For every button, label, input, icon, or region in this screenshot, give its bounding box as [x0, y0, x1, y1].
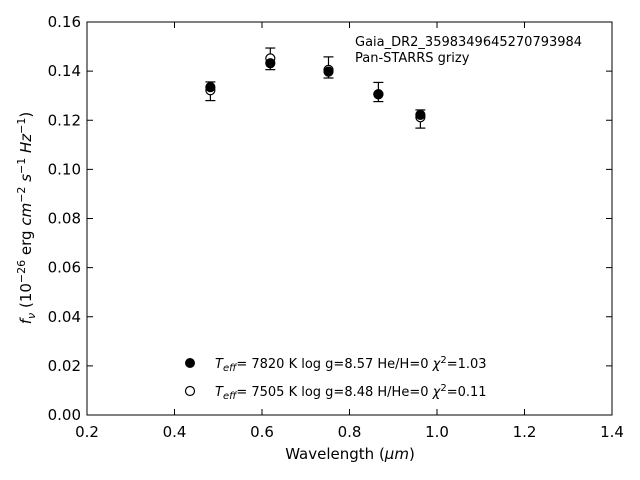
y-tick-label: 0.00 [48, 406, 81, 424]
y-axis-ticks: 0.00 0.02 0.04 0.06 0.08 0.10 0.12 0.14 0.16 [48, 13, 612, 424]
point-filled [205, 81, 216, 93]
x-tick-label: 1.0 [425, 423, 449, 441]
x-tick-label: 1.2 [513, 423, 537, 441]
y-tick-label: 0.14 [48, 62, 81, 80]
x-tick-label: 0.8 [338, 423, 362, 441]
y-axis-label: fν (10−26 erg cm−2 s−1 Hz−1) [15, 112, 38, 324]
y-tick-label: 0.02 [48, 357, 81, 375]
legend-marker-open [184, 385, 196, 397]
x-tick-label: 0.4 [163, 423, 187, 441]
y-tick-label: 0.08 [48, 210, 81, 228]
y-tick-label: 0.04 [48, 308, 81, 326]
annotation-star-id: Gaia_DR2_3598349645270793984 [355, 35, 582, 50]
legend-entry-1: Teff= 7820 K log g=8.57 He/H=0 χ2=1.03 [215, 355, 487, 374]
x-tick-label: 0.2 [75, 423, 99, 441]
legend-marker-filled [185, 358, 195, 368]
data-points [205, 53, 426, 123]
legend: Teff= 7820 K log g=8.57 He/H=0 χ2=1.03 T… [184, 355, 487, 402]
annotation-survey: Pan-STARRS grizy [355, 51, 470, 66]
point-filled [373, 89, 384, 100]
point-filled [415, 109, 426, 120]
x-axis-ticks: 0.2 0.4 0.6 0.8 1.0 1.2 1.4 [75, 22, 624, 441]
y-tick-label: 0.10 [48, 160, 81, 178]
y-tick-label: 0.16 [48, 13, 81, 31]
y-tick-label: 0.12 [48, 111, 81, 129]
point-filled [265, 58, 276, 69]
x-tick-label: 0.6 [250, 423, 274, 441]
legend-entry-2: Teff= 7505 K log g=8.48 H/He=0 χ2=0.11 [215, 383, 487, 402]
y-tick-label: 0.06 [48, 259, 81, 277]
plot-frame [86, 21, 613, 416]
point-filled [323, 66, 334, 77]
x-axis-label: Wavelength (μm) [285, 445, 415, 463]
x-tick-label: 1.4 [600, 423, 624, 441]
